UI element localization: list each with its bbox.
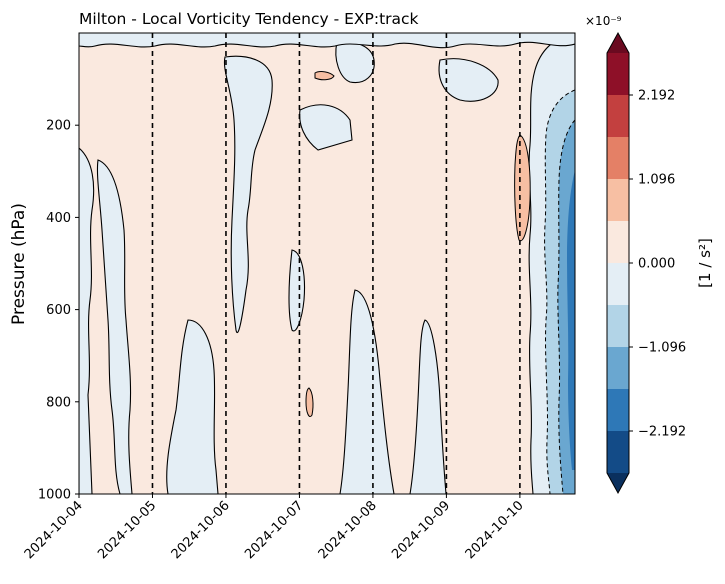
negative-region [166, 319, 219, 494]
y-axis-label: Pressure (hPa) [9, 203, 29, 325]
chart-title: Milton - Local Vorticity Tendency - EXP:… [79, 10, 419, 28]
y-tick-label: 1000 [38, 488, 71, 503]
negative-region [288, 249, 306, 332]
negative-region [79, 147, 95, 494]
negative-region [299, 104, 353, 151]
colorbar-tick-label: 0.000 [638, 257, 675, 272]
colorbar-tick-label: 2.192 [638, 89, 675, 104]
x-tick-label: 2024-10-07 [242, 498, 306, 562]
colorbar: 2.192 1.096 0.000 −1.096 −2.192 [606, 31, 686, 495]
colorbar-extend-max [607, 33, 629, 53]
colorbar-segment [607, 221, 629, 263]
x-tick-label: 2024-10-08 [316, 498, 380, 562]
y-axis: 200 400 600 800 1000 [38, 119, 79, 503]
x-axis: 2024-10-04 2024-10-05 2024-10-06 2024-10-07… [22, 494, 527, 562]
positive-maxima [305, 71, 531, 417]
x-tick-label: 2024-10-06 [169, 498, 233, 562]
x-tick-label: 2024-10-05 [95, 498, 159, 562]
colorbar-segment [607, 305, 629, 347]
colorbar-segment [607, 179, 629, 221]
x-tick-label: 2024-10-10 [463, 498, 527, 562]
negative-region [96, 159, 133, 494]
colorbar-segment [607, 263, 629, 305]
colorbar-segment [607, 347, 629, 389]
x-tick-label: 2024-10-09 [389, 498, 453, 562]
colorbar-segment [607, 389, 629, 431]
negative-region [438, 58, 499, 102]
y-tick-label: 400 [46, 211, 71, 226]
colorbar-segment [607, 137, 629, 179]
colorbar-tick-label: −1.096 [638, 341, 686, 356]
colorbar-tick-label: 1.096 [638, 173, 675, 188]
positive-region [305, 387, 314, 417]
colorbar-label: [1 / s²] [696, 238, 714, 288]
negative-region [79, 33, 575, 49]
y-tick-label: 200 [46, 119, 71, 134]
negative-region [223, 55, 273, 333]
colorbar-outline [606, 31, 630, 495]
negative-region [409, 319, 447, 494]
negative-region [567, 170, 575, 470]
positive-region [314, 71, 335, 81]
colorbar-segment [607, 95, 629, 137]
positive-background [79, 33, 575, 494]
colorbar-segment [607, 53, 629, 95]
colorbar-multiplier: ×10⁻⁹ [585, 14, 622, 28]
plot-frame [78, 32, 576, 495]
plot-area [79, 33, 575, 494]
colorbar-tick-label: −2.192 [638, 425, 686, 440]
y-tick-label: 600 [46, 303, 71, 318]
colorbar-segment [607, 431, 629, 473]
y-tick-label: 800 [46, 395, 71, 410]
date-marker-lines [151, 33, 521, 494]
positive-region [514, 134, 531, 242]
colorbar-extend-min [607, 473, 629, 493]
negative-region [339, 289, 395, 494]
deep-negative-core [567, 170, 575, 470]
x-tick-label: 2024-10-04 [22, 498, 86, 562]
